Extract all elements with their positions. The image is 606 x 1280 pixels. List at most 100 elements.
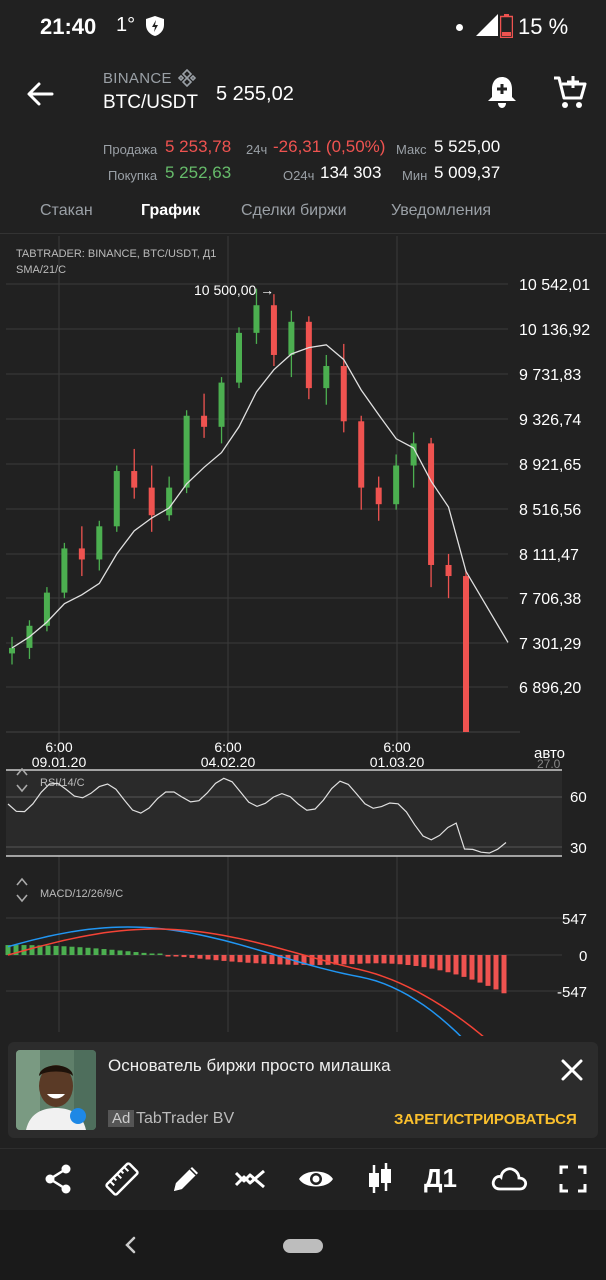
macd-bar [501, 955, 507, 994]
price-tick: 6 896,20 [519, 680, 581, 697]
macd-bar [269, 955, 275, 965]
min-value: 5 009,37 [434, 163, 501, 182]
x-label-date: 04.02.20 [201, 754, 256, 770]
signal-icon [476, 14, 498, 36]
tab-bar: Стакан График Сделки биржи Уведомления [0, 194, 606, 234]
nav-back-icon[interactable] [120, 1234, 140, 1256]
x-label-date: 09.01.20 [32, 754, 87, 770]
add-to-cart-icon[interactable] [552, 74, 588, 110]
macd-bar [85, 947, 91, 955]
candle-body [375, 487, 382, 505]
sma-line [11, 344, 509, 649]
macd-bar [397, 955, 403, 965]
ad-advertiser: TabTrader BV [136, 1110, 235, 1127]
tab-trades[interactable]: Сделки биржи [241, 202, 347, 219]
collapse-macd-icon[interactable] [16, 877, 28, 903]
high-annotation: 10 500,00 → [194, 282, 274, 298]
price-tick: 8 516,56 [519, 502, 581, 519]
price-tick: 10 136,92 [519, 322, 590, 339]
candle-body [270, 305, 277, 355]
candle-body [201, 415, 208, 427]
sma-indicator-label: SMA/21/C [16, 264, 66, 276]
candlestick-icon[interactable] [360, 1159, 400, 1199]
price-tick: 9 326,74 [519, 412, 581, 429]
macd-bar [37, 945, 43, 955]
macd-bar [341, 955, 347, 965]
macd-bar [213, 955, 219, 961]
auto-scale-label[interactable]: авто [534, 745, 565, 762]
register-button[interactable]: ЗАРЕГИСТРИРОВАТЬСЯ [394, 1111, 577, 1128]
pencil-icon[interactable] [166, 1159, 206, 1199]
share-icon[interactable] [38, 1159, 78, 1199]
home-pill[interactable] [283, 1239, 323, 1253]
macd-bar [429, 955, 435, 969]
exchange-name: BINANCE [103, 70, 172, 87]
price-tick: 10 542,01 [519, 277, 590, 294]
price-tick: 7 706,38 [519, 591, 581, 608]
last-price: 5 255,02 [216, 83, 294, 105]
candle-body [358, 421, 365, 488]
candle-body [113, 471, 120, 527]
macd-bar [237, 955, 243, 963]
macd-bar [109, 949, 115, 955]
candle-body [131, 471, 138, 488]
rsi-pane: RSI/14/C 60 30 [6, 767, 587, 857]
status-temperature: 1° [116, 14, 136, 36]
candle-body [253, 305, 260, 333]
status-time: 21:40 [40, 14, 97, 39]
timeframe-button[interactable]: Д1 [424, 1163, 457, 1193]
price-tick: 7 301,29 [519, 636, 581, 653]
macd-bar [309, 955, 315, 965]
macd-bar [493, 955, 499, 990]
macd-bar [133, 952, 139, 955]
fullscreen-icon[interactable] [553, 1159, 593, 1199]
price-tick: 9 731,83 [519, 367, 581, 384]
macd-bar [405, 955, 411, 965]
ruler-icon[interactable] [102, 1159, 142, 1199]
add-alert-bell-icon[interactable] [485, 74, 519, 110]
macd-bar [445, 955, 451, 973]
app-header: BINANCE BTC/USDT 5 255,02 [0, 56, 606, 136]
candle-body [340, 366, 347, 422]
ad-banner[interactable]: Основатель биржи просто милашка Ad TabTr… [8, 1042, 598, 1138]
macd-bar [157, 953, 163, 955]
ad-thumbnail[interactable] [16, 1050, 96, 1130]
close-icon[interactable] [558, 1056, 586, 1084]
battery-percent: 15 % [518, 14, 569, 39]
candle-body [236, 332, 242, 383]
macd-bar [325, 955, 331, 965]
macd-bar [149, 953, 155, 955]
price-chart[interactable]: 10 542,01 10 136,92 9 731,83 9 326,74 8 921,… [0, 236, 606, 1036]
macd-bar [221, 955, 227, 961]
macd-bar [181, 955, 187, 958]
candle-body [61, 548, 68, 593]
macd-bar [53, 945, 59, 955]
rsi-tick: 30 [570, 840, 587, 857]
candle-body [218, 382, 225, 427]
cloud-icon[interactable] [489, 1159, 529, 1199]
macd-bar [461, 955, 467, 977]
sell-value: 5 253,78 [165, 137, 232, 156]
change-value: -26,31 (0,50%) [273, 137, 386, 156]
notification-dot-icon [456, 24, 463, 31]
candle-body [323, 366, 330, 389]
macd-bar [389, 955, 395, 964]
macd-bar [293, 955, 299, 965]
max-value: 5 525,00 [434, 137, 501, 156]
back-arrow-icon[interactable] [22, 76, 58, 112]
macd-bar [125, 951, 131, 955]
indicators-icon[interactable] [230, 1159, 270, 1199]
ad-title[interactable]: Основатель биржи просто милашка [108, 1056, 391, 1075]
candles [9, 288, 469, 732]
tab-order-book[interactable]: Стакан [40, 202, 93, 219]
tab-chart[interactable]: График [141, 202, 200, 219]
candle-body [428, 443, 435, 565]
macd-bar [61, 946, 67, 955]
eye-icon[interactable] [296, 1159, 336, 1199]
candle-body [393, 465, 400, 505]
partial-date-label: 27.0 [537, 757, 561, 771]
tab-notifications[interactable]: Уведомления [391, 202, 492, 219]
macd-bar [421, 955, 427, 968]
pair-name[interactable]: BTC/USDT [103, 92, 198, 113]
collapse-rsi-icon[interactable] [16, 767, 28, 793]
